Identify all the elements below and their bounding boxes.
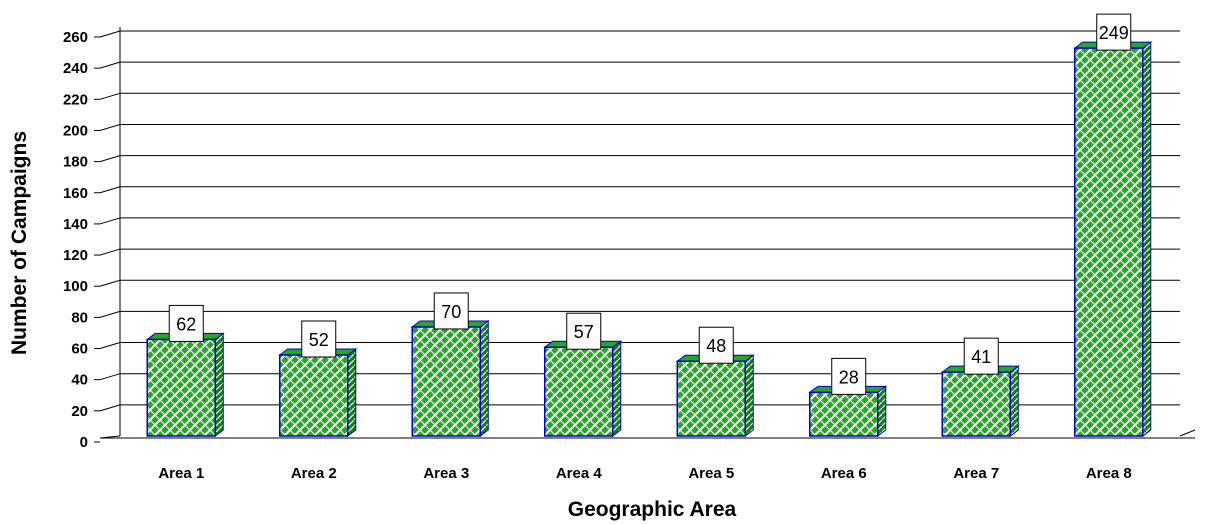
y-tick-label: 40 [71,372,88,389]
floor-right-edge [1179,429,1196,437]
bar-side [1142,41,1152,437]
x-category-label: Area 7 [953,465,999,482]
bar-group [940,365,1020,437]
data-label: 41 [971,347,991,367]
bar-side [214,332,224,437]
bar [544,346,614,437]
data-label-box [566,312,602,350]
data-label: 52 [309,330,329,350]
y-tick-label: 200 [63,122,88,139]
grid-line-side [99,279,121,287]
x-category-label: Area 1 [158,465,204,482]
bar-group [543,340,623,437]
y-tick-label: 80 [71,309,88,326]
bar-side [744,354,754,437]
data-label: 249 [1099,23,1129,43]
bar-group [278,348,358,437]
grid-line-side [99,310,121,318]
y-axis-ticks: 0 20 40 60 80 100 120 140 160 180 200 220 240 260 [63,29,88,451]
grid-line-side [99,155,121,163]
grid-lines [94,27,1196,443]
bars: 62 52 70 57 48 28 41 249 [145,13,1153,437]
grid-line-side [99,92,121,100]
x-category-label: Area 6 [821,465,867,482]
x-category-label: Area 3 [423,465,469,482]
grid-line-side [99,404,121,412]
grid-line-side [99,217,121,225]
y-axis-title: Number of Campaigns [8,131,31,355]
y-tick-label: 220 [63,91,88,108]
bar [279,354,349,437]
bar-side [612,340,622,437]
x-category-label: Area 5 [688,465,734,482]
y-tick-label: 20 [71,403,88,420]
y-tick-label: 160 [63,185,88,202]
bar [941,371,1011,437]
bar-group [1073,41,1153,437]
x-axis-categories: Area 1 Area 2 Area 3 Area 4 Area 5 Area 6 Area… [158,465,1131,482]
grid-line-side [99,61,121,69]
data-label-box [698,326,734,364]
data-label-box [963,337,999,375]
x-category-label: Area 8 [1086,465,1132,482]
y-tick-label: 60 [71,341,88,358]
grid-line-side [99,342,121,350]
x-category-label: Area 4 [556,465,603,482]
data-label-box [433,292,469,330]
grid-line-side [99,30,121,38]
bar [411,326,481,437]
y-tick-label: 0 [80,434,88,451]
data-label-box [301,320,337,358]
floor-left-edge [99,435,121,439]
y-tick-label: 140 [63,216,88,233]
bar [1074,47,1144,437]
grid-line-side [99,373,121,381]
data-label-box [168,304,204,342]
y-tick-label: 180 [63,154,88,171]
grid-line-side [99,248,121,256]
bar [676,360,746,437]
data-label: 70 [441,302,461,322]
data-label: 48 [706,336,726,356]
bar-side [1009,365,1019,437]
data-label: 62 [176,314,196,334]
x-category-label: Area 2 [291,465,337,482]
y-tick-label: 260 [63,29,88,46]
bar [146,338,216,437]
data-label-box [1096,13,1132,51]
data-label-box [831,357,867,395]
bar-group [675,354,755,437]
grid-line-side [99,123,121,131]
bar-side [479,319,489,437]
y-tick-label: 120 [63,247,88,264]
data-label: 57 [574,322,594,342]
bar-group [145,332,225,437]
grid-line-side [99,186,121,194]
y-tick-label: 100 [63,278,88,295]
x-axis-title: Geographic Area [568,498,737,521]
bar [809,391,879,437]
y-tick-label: 240 [63,60,88,77]
bar-side [877,385,887,437]
bar-side [347,348,357,437]
bar-group [410,319,490,437]
data-label: 28 [839,367,859,387]
